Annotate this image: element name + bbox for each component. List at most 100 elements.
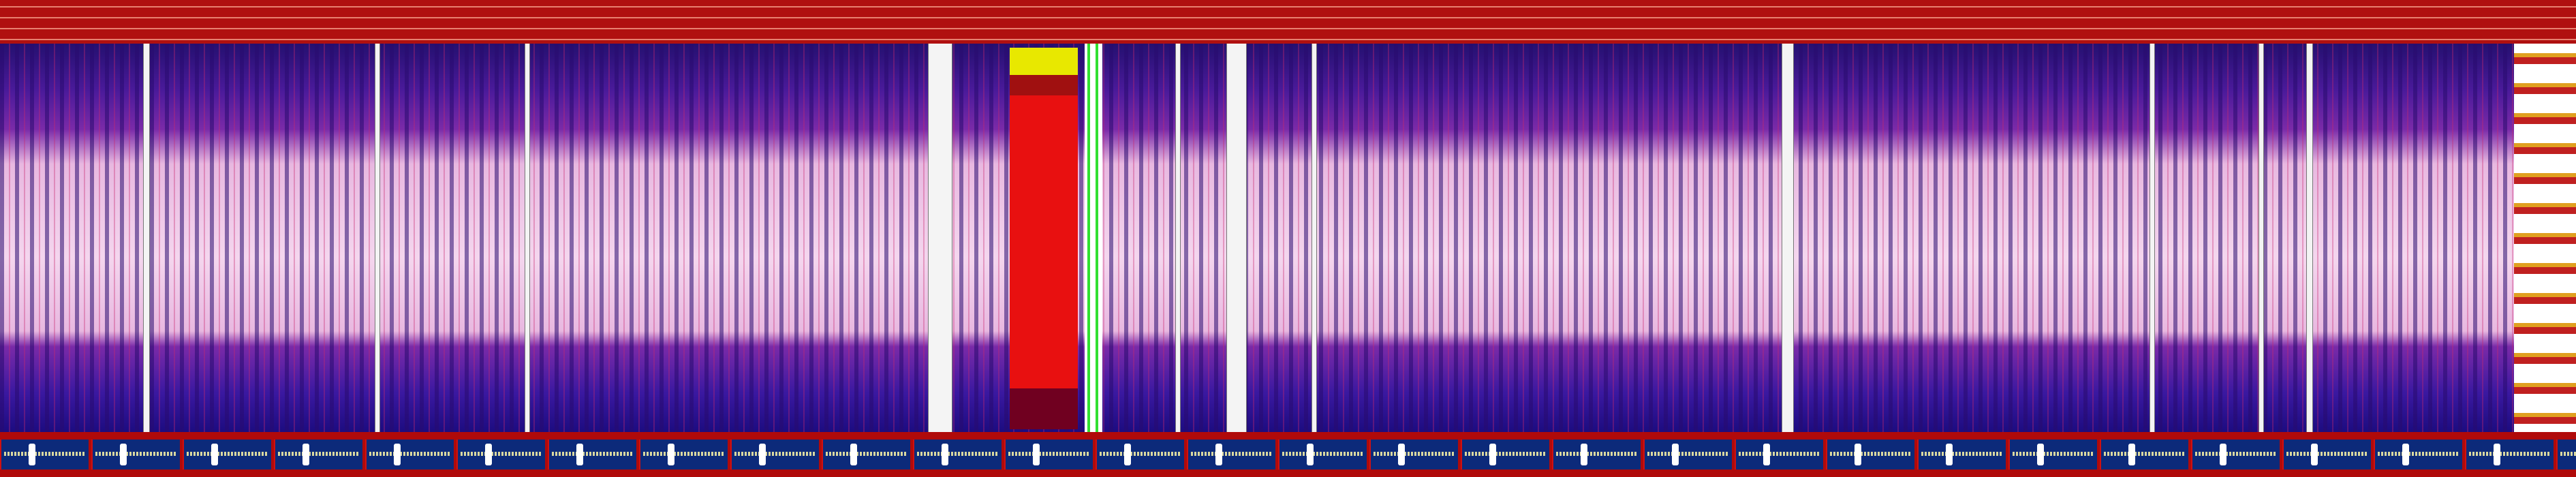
app-icon [29, 444, 35, 465]
taskbar-item[interactable] [2465, 440, 2554, 470]
app-icon [394, 444, 401, 465]
taskbar-item-label [552, 452, 634, 456]
taskbar-item-label [1100, 452, 1181, 456]
taskbar-item-label [643, 452, 725, 456]
app-icon [1215, 444, 1222, 465]
taskbar-item[interactable] [456, 440, 545, 470]
taskbar-item-label [1465, 452, 1547, 456]
taskbar-item[interactable] [2374, 440, 2462, 470]
column-divider[interactable] [525, 44, 530, 432]
app-icon [1946, 444, 1953, 465]
column-divider[interactable] [1782, 44, 1794, 432]
taskbar-item-label [187, 452, 268, 456]
app-icon [1033, 444, 1040, 465]
taskbar-item-label [95, 452, 177, 456]
taskbar-item-label [2469, 452, 2551, 456]
app-icon [302, 444, 309, 465]
app-icon [2402, 444, 2409, 465]
taskbar-item[interactable] [822, 440, 910, 470]
column-divider[interactable] [2306, 44, 2313, 432]
green-strip [1085, 44, 1102, 432]
taskbar-item-label [2195, 452, 2277, 456]
taskbar-item-label [2104, 452, 2186, 456]
taskbar-item-label [1647, 452, 1729, 456]
taskbar-item[interactable] [2282, 440, 2371, 470]
taskbar-item-label [2013, 452, 2094, 456]
app-icon [1398, 444, 1405, 465]
app-icon [120, 444, 127, 465]
taskbar-item[interactable] [2191, 440, 2280, 470]
app-icon [2037, 444, 2044, 465]
taskbar-item[interactable] [1278, 440, 1367, 470]
column-divider[interactable] [143, 44, 150, 432]
taskbar-item[interactable] [639, 440, 728, 470]
app-icon [2494, 444, 2500, 465]
taskbar-item-label [369, 452, 451, 456]
taskbar-item[interactable] [1369, 440, 1458, 470]
taskbar-item[interactable] [0, 440, 89, 470]
taskbar-item[interactable] [274, 440, 362, 470]
app-icon [1307, 444, 1314, 465]
app-icon [576, 444, 583, 465]
taskbar-item[interactable] [1461, 440, 1549, 470]
app-icon [850, 444, 857, 465]
taskbar-item[interactable] [183, 440, 271, 470]
taskbar-item[interactable] [2556, 440, 2576, 470]
taskbar-item[interactable] [2008, 440, 2097, 470]
taskbar-item[interactable] [1917, 440, 2006, 470]
column-divider[interactable] [2259, 44, 2264, 432]
taskbar-item[interactable] [91, 440, 180, 470]
taskbar-item-label [1374, 452, 1455, 456]
app-icon [1763, 444, 1770, 465]
taskbar [0, 432, 2576, 477]
taskbar-item-label [2378, 452, 2459, 456]
taskbar-item-label [1191, 452, 1273, 456]
taskbar-item[interactable] [1004, 440, 1093, 470]
taskbar-item-label [278, 452, 360, 456]
app-icon [211, 444, 218, 465]
taskbar-item[interactable] [548, 440, 636, 470]
app-icon [759, 444, 766, 465]
column-divider[interactable] [1226, 44, 1247, 432]
taskbar-item[interactable] [1735, 440, 1823, 470]
taskbar-item[interactable] [1187, 440, 1275, 470]
app-icon [1489, 444, 1496, 465]
column-divider[interactable] [2150, 44, 2155, 432]
column-divider[interactable] [928, 44, 952, 432]
app-icon [2311, 444, 2318, 465]
taskbar-item[interactable] [730, 440, 819, 470]
column-stripes [0, 44, 2576, 432]
column-divider[interactable] [1312, 44, 1317, 432]
taskbar-item[interactable] [1643, 440, 1732, 470]
taskbar-item[interactable] [2100, 440, 2188, 470]
app-icon [668, 444, 674, 465]
taskbar-item-label [1008, 452, 1090, 456]
taskbar-item-label [917, 452, 999, 456]
taskbar-item-label [1830, 452, 1912, 456]
red-panel [1010, 48, 1078, 429]
taskbar-item-label [1556, 452, 1638, 456]
taskbar-item-label [734, 452, 816, 456]
taskbar-item[interactable] [1552, 440, 1641, 470]
taskbar-item-label [2560, 452, 2576, 456]
workspace [0, 44, 2576, 432]
app-icon [942, 444, 948, 465]
taskbar-item[interactable] [913, 440, 1002, 470]
taskbar-item-label [461, 452, 542, 456]
app-icon [485, 444, 492, 465]
taskbar-item[interactable] [1096, 440, 1184, 470]
right-side-panel [2514, 44, 2576, 432]
column-divider[interactable] [1175, 44, 1181, 432]
title-bar [0, 0, 2576, 44]
app-icon [2128, 444, 2135, 465]
taskbar-item-label [1921, 452, 2003, 456]
taskbar-item[interactable] [365, 440, 454, 470]
app-icon [1581, 444, 1587, 465]
taskbar-item-label [2286, 452, 2368, 456]
taskbar-item-label [826, 452, 907, 456]
taskbar-item[interactable] [1826, 440, 1914, 470]
column-divider[interactable] [375, 44, 380, 432]
app-icon [2220, 444, 2226, 465]
taskbar-item-label [1282, 452, 1364, 456]
app-icon [1124, 444, 1131, 465]
